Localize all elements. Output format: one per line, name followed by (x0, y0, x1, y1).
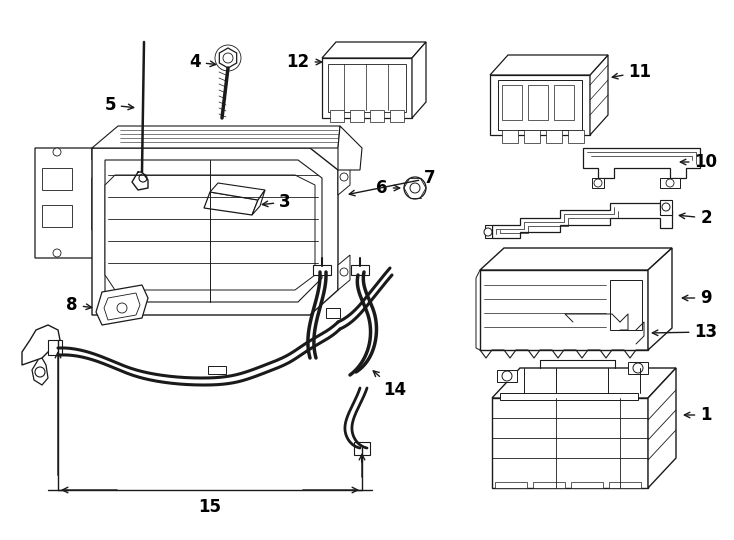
Text: 10: 10 (680, 153, 718, 171)
Circle shape (53, 249, 61, 257)
Circle shape (662, 203, 670, 211)
Bar (326, 308, 340, 318)
Polygon shape (105, 160, 322, 302)
Polygon shape (492, 368, 676, 398)
Circle shape (633, 363, 643, 373)
Polygon shape (490, 55, 608, 75)
Polygon shape (546, 130, 562, 143)
Polygon shape (480, 248, 672, 270)
Polygon shape (660, 178, 680, 188)
Polygon shape (354, 442, 370, 455)
Polygon shape (204, 192, 258, 215)
Circle shape (484, 228, 492, 236)
Text: 9: 9 (683, 289, 712, 307)
Text: 14: 14 (374, 371, 407, 399)
Polygon shape (105, 175, 315, 290)
Circle shape (35, 367, 45, 377)
Polygon shape (390, 110, 404, 122)
Text: 3: 3 (262, 193, 291, 211)
Polygon shape (648, 368, 676, 488)
Polygon shape (338, 126, 362, 170)
Polygon shape (328, 64, 406, 112)
Circle shape (53, 148, 61, 156)
Bar (610, 280, 642, 330)
Polygon shape (497, 370, 517, 382)
Polygon shape (502, 130, 518, 143)
Polygon shape (492, 203, 672, 238)
Circle shape (594, 179, 602, 187)
Bar (502, 85, 522, 120)
Text: 11: 11 (612, 63, 652, 81)
Polygon shape (495, 482, 527, 488)
Circle shape (340, 268, 348, 276)
Text: 5: 5 (104, 96, 134, 114)
Polygon shape (92, 126, 340, 148)
Polygon shape (571, 482, 603, 488)
Polygon shape (573, 322, 636, 344)
Bar (580, 328, 595, 340)
Polygon shape (660, 200, 672, 215)
Circle shape (139, 174, 147, 182)
Polygon shape (485, 225, 492, 238)
Polygon shape (92, 148, 338, 315)
Polygon shape (313, 265, 331, 275)
Polygon shape (568, 130, 584, 143)
Bar (528, 85, 548, 120)
Polygon shape (648, 248, 672, 350)
Polygon shape (338, 160, 350, 195)
Polygon shape (498, 80, 582, 130)
Polygon shape (35, 148, 105, 258)
Circle shape (117, 303, 127, 313)
Text: 7: 7 (349, 169, 436, 196)
Text: 8: 8 (66, 296, 92, 314)
Polygon shape (533, 482, 565, 488)
Circle shape (502, 371, 512, 381)
Polygon shape (524, 130, 540, 143)
Polygon shape (370, 110, 384, 122)
Polygon shape (500, 393, 638, 400)
Polygon shape (351, 265, 369, 275)
Polygon shape (330, 110, 344, 122)
Circle shape (340, 173, 348, 181)
Polygon shape (338, 255, 350, 290)
Polygon shape (590, 55, 608, 135)
Polygon shape (219, 48, 236, 68)
Text: 6: 6 (377, 179, 400, 197)
Text: 1: 1 (684, 406, 712, 424)
Polygon shape (48, 340, 62, 355)
Polygon shape (210, 183, 265, 200)
Polygon shape (350, 110, 364, 122)
Polygon shape (492, 398, 648, 488)
Polygon shape (628, 362, 648, 374)
Text: 2: 2 (679, 209, 712, 227)
Text: 15: 15 (198, 498, 222, 516)
Polygon shape (104, 293, 140, 320)
Polygon shape (592, 178, 604, 188)
Polygon shape (412, 42, 426, 118)
Polygon shape (480, 270, 648, 350)
Text: 12: 12 (286, 53, 321, 71)
Polygon shape (322, 42, 426, 58)
Bar (554, 85, 574, 120)
Bar (208, 366, 226, 374)
Polygon shape (322, 58, 412, 118)
Text: 13: 13 (653, 323, 718, 341)
Circle shape (666, 179, 674, 187)
Bar (42, 168, 72, 190)
Circle shape (410, 183, 420, 193)
Polygon shape (609, 482, 641, 488)
Polygon shape (583, 148, 700, 178)
Text: 4: 4 (189, 53, 216, 71)
Polygon shape (252, 190, 265, 215)
Circle shape (404, 177, 426, 199)
Polygon shape (96, 285, 148, 325)
Circle shape (223, 53, 233, 63)
Polygon shape (22, 325, 60, 365)
Bar (42, 205, 72, 227)
Polygon shape (490, 75, 590, 135)
